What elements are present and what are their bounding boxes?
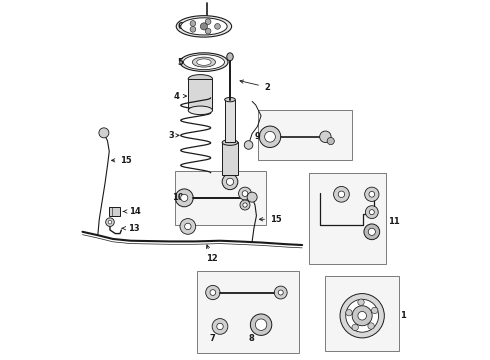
Ellipse shape [224,98,235,102]
Bar [109,207,120,216]
Circle shape [334,186,349,202]
Ellipse shape [192,57,216,67]
Circle shape [99,128,109,138]
Circle shape [368,228,375,235]
Circle shape [180,219,196,234]
Circle shape [250,314,272,336]
Circle shape [265,131,275,142]
Circle shape [215,23,220,29]
Ellipse shape [181,18,227,35]
Text: 10: 10 [172,193,183,202]
Circle shape [247,192,257,202]
Text: 7: 7 [210,334,216,343]
Circle shape [212,319,228,334]
Text: 5: 5 [177,58,189,67]
Circle shape [340,294,384,338]
Ellipse shape [180,53,228,71]
Ellipse shape [176,16,232,37]
Bar [197,271,298,353]
Circle shape [181,194,188,202]
Circle shape [319,131,331,143]
Circle shape [366,206,378,219]
Text: 14: 14 [123,207,141,216]
Text: 3: 3 [169,131,179,140]
Circle shape [338,191,344,198]
Text: 1: 1 [400,311,406,320]
Circle shape [352,306,372,326]
Circle shape [358,299,364,305]
Circle shape [205,28,211,34]
Circle shape [327,138,334,145]
Text: 15: 15 [259,215,282,224]
Circle shape [190,21,196,26]
Bar [175,171,267,225]
Circle shape [106,218,114,226]
Circle shape [245,141,253,149]
Circle shape [239,187,251,200]
Circle shape [365,187,379,202]
Ellipse shape [188,75,213,83]
Ellipse shape [188,106,213,114]
Text: 4: 4 [173,91,187,100]
Text: 6: 6 [177,22,189,31]
Text: 15: 15 [112,156,132,165]
Circle shape [175,189,193,207]
Text: 13: 13 [122,224,140,233]
Text: 11: 11 [388,217,400,226]
Circle shape [242,191,248,197]
Text: 8: 8 [248,334,254,343]
Circle shape [200,23,207,30]
Circle shape [217,323,223,330]
Circle shape [346,299,379,332]
Circle shape [108,220,112,224]
Text: 9: 9 [255,132,261,141]
Bar [224,100,235,143]
Ellipse shape [197,59,211,65]
Circle shape [358,311,367,320]
Circle shape [369,210,374,215]
Circle shape [278,290,283,295]
Circle shape [190,27,196,32]
Circle shape [210,290,216,296]
Bar [258,111,352,160]
Circle shape [226,178,234,185]
Circle shape [243,203,247,207]
Bar [222,143,238,175]
Circle shape [206,285,220,300]
Bar [188,79,213,111]
Circle shape [255,319,267,330]
Circle shape [371,307,378,314]
Circle shape [222,174,238,190]
Bar [309,173,386,264]
Circle shape [274,286,287,299]
Ellipse shape [183,55,224,69]
Circle shape [369,192,375,197]
Circle shape [259,126,281,148]
Circle shape [185,223,191,230]
Circle shape [352,324,358,330]
Text: 2: 2 [240,80,270,92]
Ellipse shape [227,53,233,61]
Circle shape [364,224,380,240]
Circle shape [205,19,211,24]
Text: 12: 12 [206,245,218,263]
Ellipse shape [222,140,238,145]
Circle shape [240,200,250,210]
Circle shape [368,323,374,329]
Bar [325,276,398,351]
Circle shape [346,310,352,316]
